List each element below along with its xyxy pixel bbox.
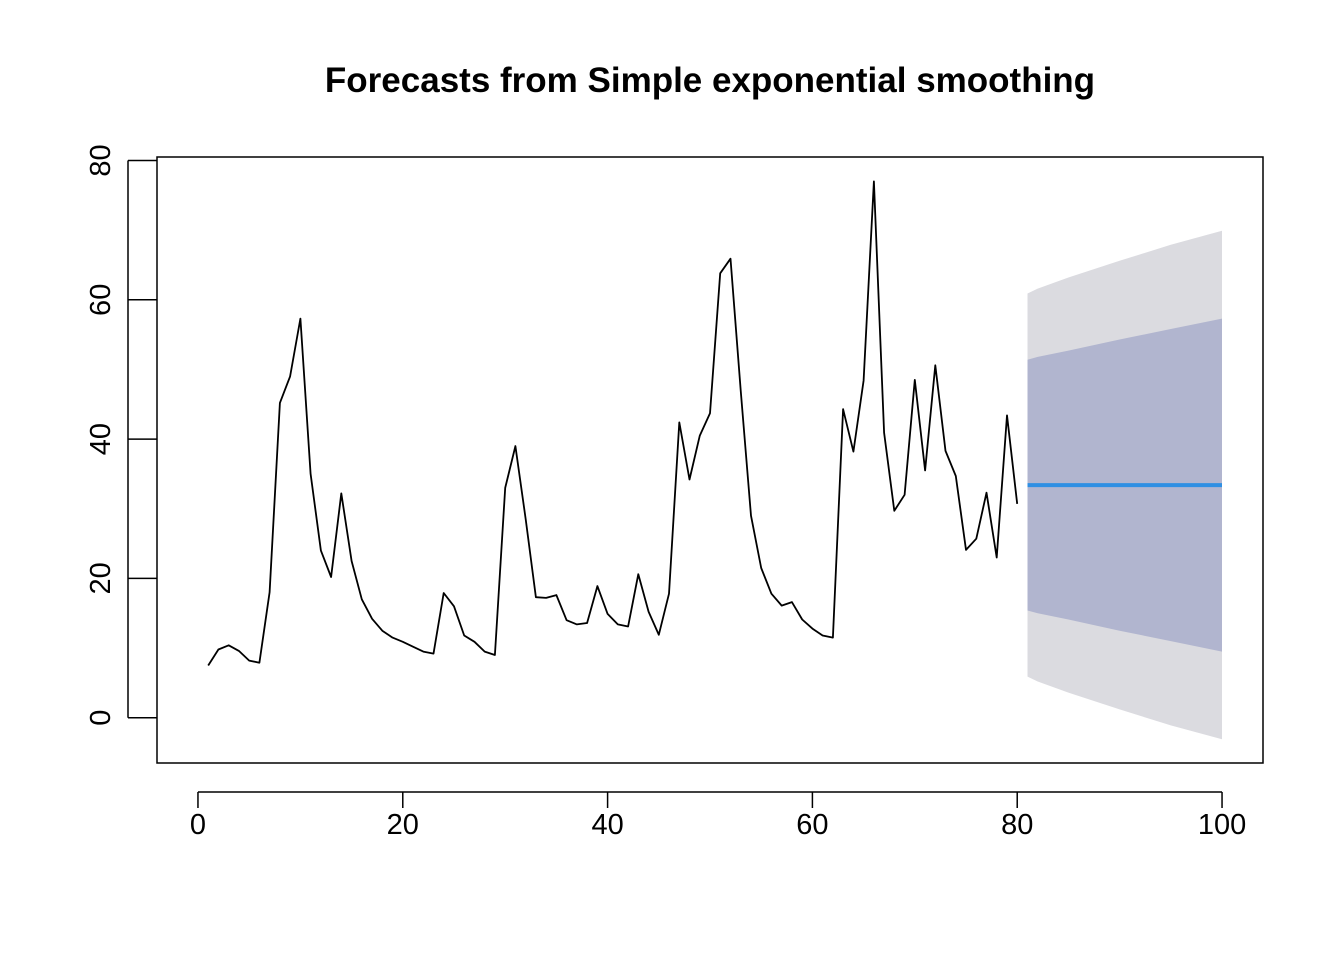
x-tick-label: 60 xyxy=(796,809,828,841)
x-tick-label: 20 xyxy=(387,809,419,841)
y-tick-label: 20 xyxy=(85,562,117,594)
observed-series-group xyxy=(207,180,1019,666)
y-tick-label: 80 xyxy=(85,144,117,176)
x-tick-label: 0 xyxy=(190,809,206,841)
y-axis: 0 20 40 60 80 xyxy=(85,144,157,726)
x-tick-label: 40 xyxy=(591,809,623,841)
x-tick-label: 100 xyxy=(1198,809,1246,841)
y-tick-label: 60 xyxy=(85,284,117,316)
chart-title: Forecasts from Simple exponential smooth… xyxy=(325,61,1095,100)
y-tick-label: 0 xyxy=(85,710,117,726)
plot-frame xyxy=(156,156,1264,764)
x-axis: 0 20 40 60 80 100 xyxy=(190,791,1246,841)
observed-series-line xyxy=(207,180,1019,666)
y-tick-label: 40 xyxy=(85,423,117,455)
x-tick-label: 80 xyxy=(1001,809,1033,841)
